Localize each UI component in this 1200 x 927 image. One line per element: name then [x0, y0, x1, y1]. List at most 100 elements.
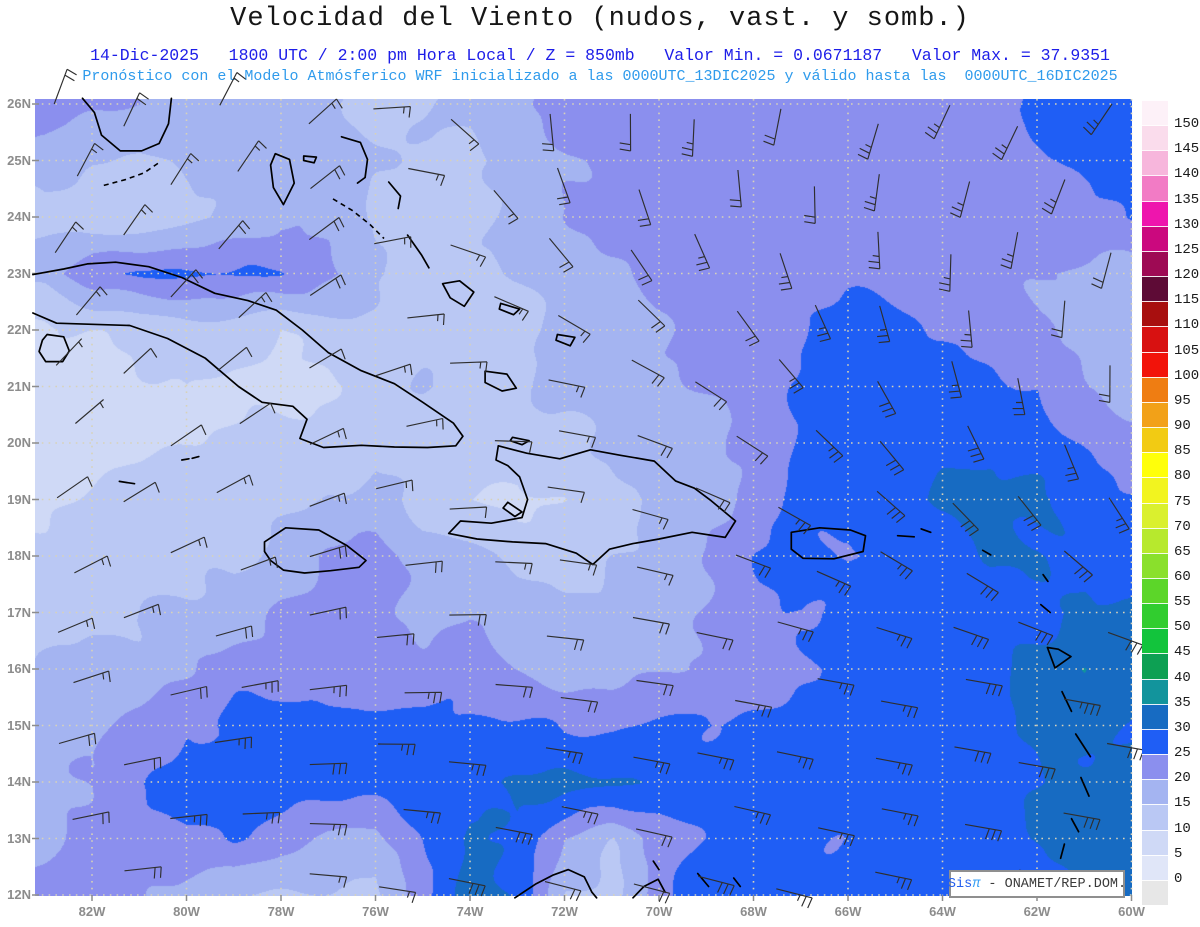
wind-barb — [637, 299, 666, 333]
colorbar-tick-120: 120 — [1174, 267, 1200, 284]
wind-barb — [375, 363, 413, 377]
wind-barb — [309, 684, 348, 698]
wind-barb — [694, 233, 711, 272]
wind-barb — [965, 823, 1003, 842]
wind-barb — [561, 806, 599, 825]
colorbar-tick-25: 25 — [1174, 745, 1191, 762]
wind-barb — [54, 221, 84, 254]
lat-label-21N: 21N — [7, 378, 31, 394]
wind-barb — [681, 119, 695, 157]
wind-barb — [953, 626, 990, 650]
wind-barb — [776, 751, 814, 770]
wind-barb — [170, 685, 208, 699]
colorbar-tick-40: 40 — [1174, 669, 1191, 686]
wind-barb — [876, 490, 906, 524]
lat-label-20N: 20N — [7, 435, 31, 450]
lat-label-26N: 26N — [7, 96, 31, 111]
wind-barb — [965, 678, 1003, 697]
lat-label-19N: 19N — [7, 491, 31, 507]
lon-label-80W: 80W — [173, 904, 200, 919]
wind-barb — [778, 253, 793, 291]
wind-barb — [124, 866, 162, 879]
wind-barb — [695, 381, 728, 411]
wind-barb — [948, 361, 962, 399]
colorbar-tick-140: 140 — [1174, 166, 1200, 183]
colorbar-tick-70: 70 — [1174, 518, 1191, 535]
wind-barb — [1082, 103, 1113, 136]
wind-barb — [633, 756, 671, 775]
wind-barb — [544, 881, 582, 902]
colorbar-tick-65: 65 — [1174, 543, 1191, 560]
wind-barb — [879, 440, 905, 476]
wind-barb — [493, 190, 519, 225]
wind-barb — [1091, 252, 1112, 289]
colorbar-segment — [1142, 477, 1168, 503]
wind-barb — [815, 429, 844, 463]
wind-barb — [556, 167, 571, 206]
colorbar-tick-85: 85 — [1174, 443, 1191, 460]
colorbar-tick-80: 80 — [1174, 468, 1191, 485]
colorbar-segment — [1142, 100, 1168, 126]
colorbar-segment — [1142, 401, 1168, 428]
wind-barb — [863, 174, 880, 212]
wind-barb — [170, 269, 204, 298]
colorbar-tick-105: 105 — [1174, 342, 1200, 359]
wind-barb — [1018, 762, 1056, 780]
lat-label-17N: 17N — [7, 604, 31, 620]
wind-barb — [218, 220, 251, 250]
wind-barb — [495, 561, 533, 575]
wind-barb — [880, 700, 919, 719]
wind-barb — [558, 430, 597, 448]
colorbar-segment — [1142, 527, 1168, 553]
wind-barb — [242, 811, 281, 824]
wind-barb — [73, 670, 111, 684]
colorbar — [1142, 100, 1168, 905]
colorbar-segment — [1142, 854, 1168, 880]
credit-text: - ONAMET/REP.DOM. — [980, 876, 1127, 892]
wind-barb — [72, 811, 110, 825]
wind-barb — [880, 551, 913, 580]
wind-barb — [1098, 365, 1111, 403]
wind-barb — [309, 492, 347, 507]
colorbar-tick-150: 150 — [1174, 116, 1200, 133]
lat-label-18N: 18N — [7, 548, 31, 563]
wind-barb — [308, 217, 345, 241]
wind-barb — [405, 560, 443, 573]
wind-barb — [776, 888, 813, 909]
wind-barbs — [53, 68, 1145, 909]
wind-barb — [619, 113, 632, 152]
wind-barb — [875, 757, 913, 776]
colorbar-tick-75: 75 — [1174, 493, 1191, 510]
colorbar-tick-95: 95 — [1174, 392, 1191, 409]
lat-label-12N: 12N — [7, 887, 31, 902]
colorbar-segment — [1142, 276, 1168, 302]
wind-barb — [450, 244, 487, 267]
wind-barb — [123, 481, 160, 503]
wind-barb — [74, 555, 112, 574]
colorbar-tick-60: 60 — [1174, 568, 1191, 585]
wind-barb — [216, 474, 254, 494]
wind-barb — [814, 304, 832, 343]
wind-barb — [217, 346, 253, 372]
wind-barb — [559, 559, 598, 576]
coastlines — [32, 97, 1092, 899]
wind-barb — [309, 545, 348, 559]
colorbar-segment — [1142, 200, 1168, 226]
wind-barb — [548, 379, 586, 398]
wind-barb — [545, 747, 584, 765]
colorbar-segment — [1142, 301, 1168, 327]
wind-barb — [1107, 742, 1145, 761]
wind-barb — [548, 238, 574, 273]
wind-barb — [55, 338, 83, 366]
wind-barb — [950, 181, 971, 218]
colorbar-tick-30: 30 — [1174, 719, 1191, 736]
lat-label-22N: 22N — [7, 322, 31, 337]
wind-barb — [56, 476, 93, 499]
colorbar-tick-45: 45 — [1174, 644, 1191, 661]
colorbar-segment — [1142, 326, 1168, 352]
colorbar-tick-55: 55 — [1174, 594, 1191, 611]
lat-label-25N: 25N — [7, 152, 31, 168]
lon-label-62W: 62W — [1023, 904, 1051, 919]
wind-barb — [449, 506, 488, 518]
